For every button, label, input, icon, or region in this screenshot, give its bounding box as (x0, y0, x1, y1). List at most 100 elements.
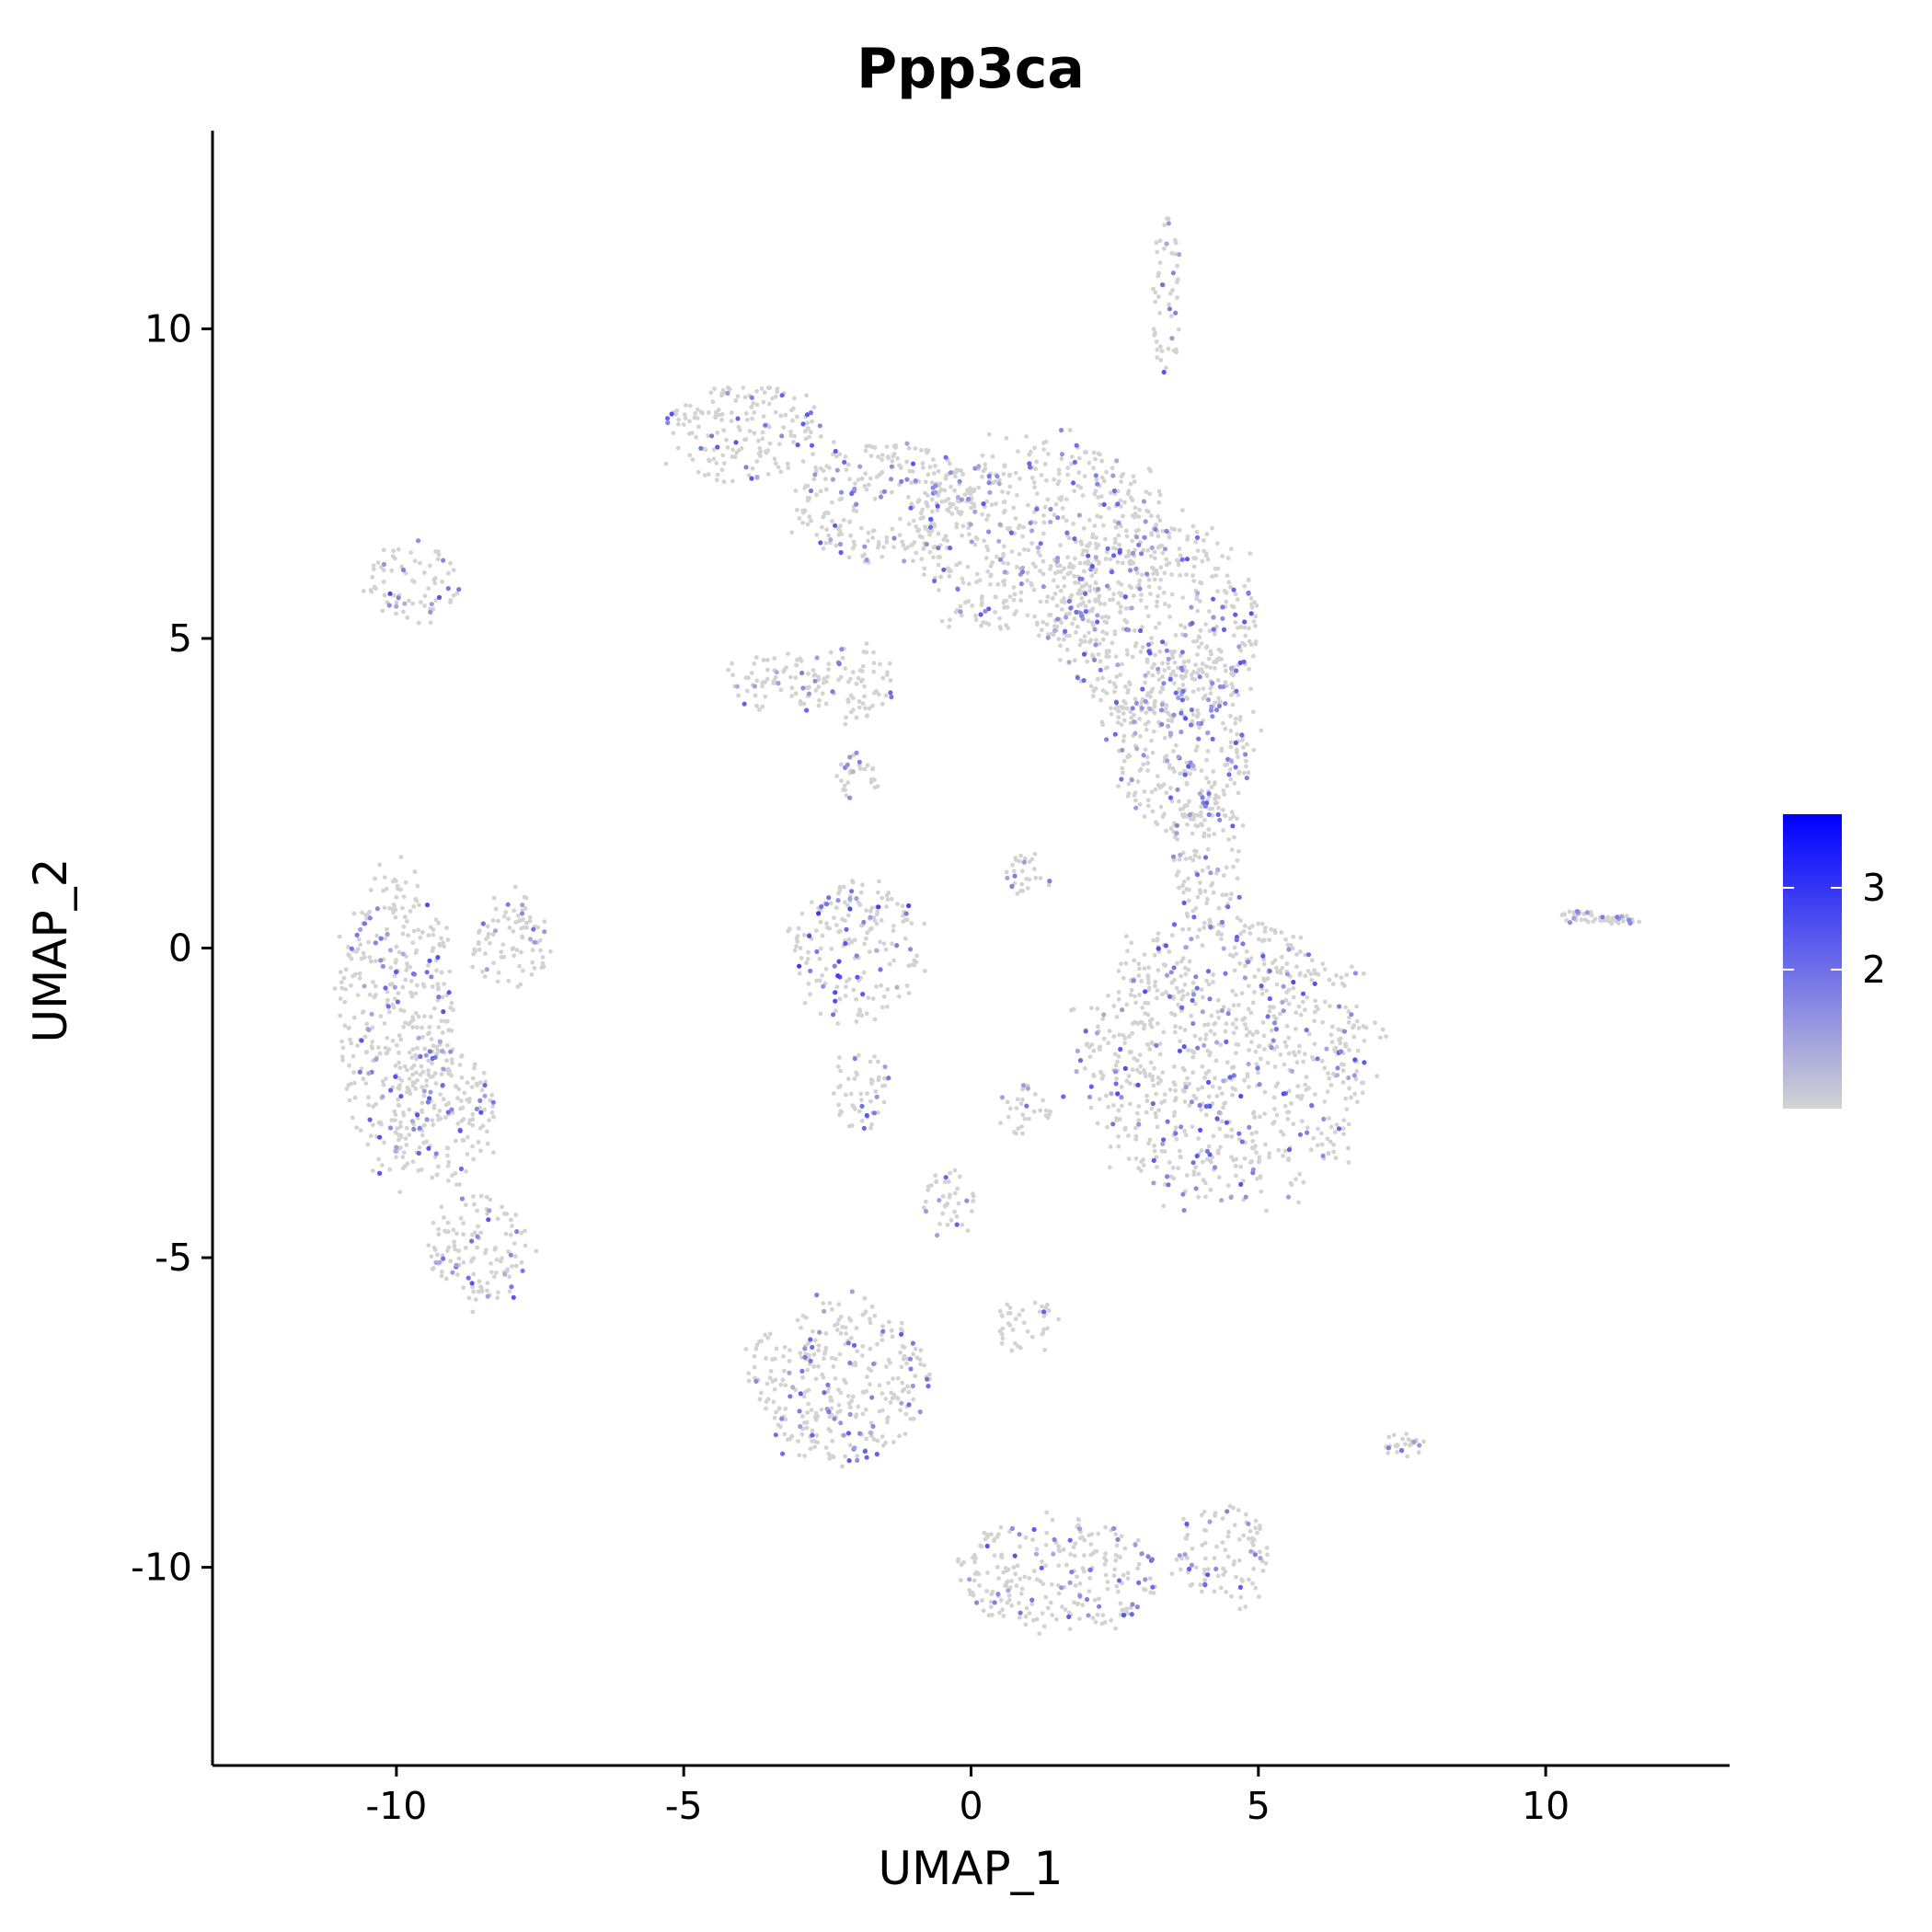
cell-point (1223, 763, 1228, 767)
cell-point (1082, 569, 1087, 574)
cell-point (446, 1229, 451, 1235)
cell-point (403, 977, 408, 983)
cell-point (414, 948, 420, 953)
cell-point (461, 1259, 466, 1265)
cell-point (1033, 466, 1038, 472)
cell-point (1198, 1582, 1203, 1587)
cell-point-expressing (1166, 723, 1171, 729)
cell-point (1167, 291, 1173, 296)
cell-point (1159, 684, 1165, 690)
cell-point (1247, 1577, 1251, 1582)
cell-point-expressing (477, 1098, 483, 1103)
cell-point (1155, 249, 1160, 255)
cell-point (1095, 1121, 1100, 1126)
cell-point (1154, 1091, 1159, 1097)
cell-point (836, 677, 841, 683)
cell-point (467, 1097, 472, 1101)
cell-point (1116, 997, 1121, 1002)
cell-point-expressing (888, 477, 894, 482)
cell-point (765, 1381, 770, 1386)
cell-point (954, 1213, 960, 1219)
cell-point (426, 1058, 431, 1064)
cell-point (1093, 581, 1098, 586)
cell-point (1203, 1036, 1208, 1041)
cell-point (1176, 799, 1181, 804)
cell-point (1000, 1607, 1005, 1613)
cell-point (1265, 976, 1271, 982)
cell-point (382, 905, 387, 910)
cell-point (736, 693, 741, 698)
cell-point (702, 473, 707, 477)
cell-point (827, 926, 832, 931)
cell-point (1224, 892, 1229, 897)
cell-point (1076, 470, 1082, 476)
cell-point (401, 924, 407, 929)
cell-point (1156, 1081, 1161, 1087)
cell-point (1041, 558, 1046, 564)
cell-point (1195, 548, 1201, 553)
cell-point (1230, 685, 1236, 690)
cell-point (1204, 978, 1210, 983)
cell-point (1208, 1187, 1213, 1192)
cell-point (373, 983, 378, 989)
cell-point (813, 1417, 819, 1422)
cell-point-expressing (854, 501, 859, 507)
cell-point-expressing (1139, 551, 1144, 557)
cell-point (1202, 920, 1207, 926)
cell-point-expressing (1259, 983, 1264, 989)
cell-point (1210, 574, 1214, 579)
cell-point-expressing (1228, 1194, 1234, 1201)
cell-point-expressing (923, 1209, 929, 1214)
cell-point-expressing (410, 971, 416, 977)
cell-point (371, 980, 375, 984)
cell-point (835, 1021, 841, 1027)
cell-point (1141, 1163, 1146, 1167)
cell-point (890, 526, 895, 532)
cell-point (1210, 1084, 1215, 1089)
cell-point (826, 667, 831, 672)
cell-point-expressing (362, 921, 367, 926)
cell-point (979, 596, 984, 602)
cell-point (1174, 872, 1179, 878)
cell-point (792, 396, 797, 401)
cell-point-expressing (433, 1259, 439, 1265)
cell-point (1152, 549, 1157, 555)
cell-point (1082, 450, 1087, 455)
cell-point (1146, 466, 1152, 471)
cell-point-expressing (1164, 241, 1169, 247)
cell-point (1148, 592, 1153, 596)
cell-point (1238, 648, 1243, 653)
cell-point (360, 1010, 365, 1015)
cell-point (959, 510, 964, 514)
cell-point (406, 933, 410, 938)
cell-point (338, 996, 343, 1001)
cell-point (972, 1571, 978, 1577)
cell-point (1080, 493, 1086, 499)
cell-point (1313, 1092, 1317, 1097)
cell-point (1098, 502, 1103, 507)
cell-point (1096, 561, 1101, 566)
cell-point (1023, 1535, 1029, 1540)
cell-point-expressing (1170, 270, 1176, 276)
cell-point (899, 1364, 904, 1370)
cell-point (1298, 1012, 1304, 1018)
cell-point-expressing (780, 1451, 786, 1456)
cell-point (478, 1193, 484, 1199)
cell-point (752, 1353, 757, 1359)
cell-point (1294, 1177, 1298, 1181)
cell-point-expressing (484, 967, 489, 972)
cell-point-expressing (1089, 563, 1095, 569)
cell-point (1041, 441, 1046, 445)
cell-point (958, 1578, 963, 1582)
cell-point (931, 555, 936, 560)
cell-point (805, 1367, 810, 1373)
cell-point (912, 962, 917, 968)
cell-point-expressing (532, 939, 538, 945)
cell-point (998, 1121, 1003, 1125)
cell-point (883, 947, 889, 952)
cell-point (835, 1328, 840, 1332)
cell-point (1115, 559, 1121, 565)
cell-point (1181, 1516, 1186, 1522)
cell-point (741, 385, 746, 390)
cell-point (1019, 1124, 1024, 1129)
